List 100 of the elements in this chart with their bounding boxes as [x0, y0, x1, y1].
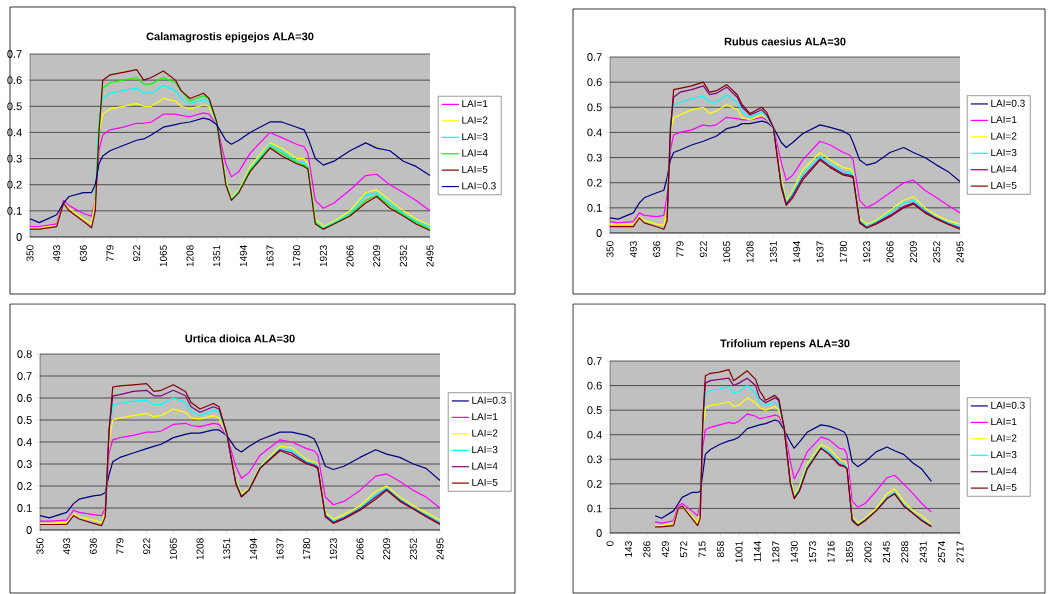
legend-label: LAI=5: [472, 478, 498, 486]
x-tick-label: 1923: [319, 245, 327, 267]
x-tick-label: 1716: [827, 541, 835, 563]
x-tick-label: 1001: [735, 541, 743, 563]
y-tick-label: 0.7: [587, 53, 602, 61]
x-tick-label: 350: [606, 241, 614, 258]
y-tick-label: 0.3: [587, 153, 602, 162]
y-tick-label: 0.4: [7, 128, 22, 137]
x-tick-label: 1351: [223, 538, 231, 560]
y-tick-label: 0.6: [587, 78, 602, 87]
x-tick-label: 2495: [956, 241, 964, 263]
x-tick-label: 2209: [383, 538, 391, 560]
x-tick-label: 1573: [809, 541, 817, 563]
x-tick-label: 779: [116, 538, 124, 554]
x-tick-label: 429: [661, 541, 669, 558]
legend-label: LAI=5: [462, 165, 488, 173]
y-tick-label: 0.5: [587, 406, 602, 415]
chart-title: Rubus caesius ALA=30: [724, 37, 846, 46]
y-tick-label: 0: [16, 233, 22, 241]
legend-label: LAI=0.3: [991, 401, 1025, 409]
legend-label: LAI=2: [991, 132, 1017, 140]
x-tick-label: 350: [26, 245, 34, 262]
x-tick-label: 1351: [213, 245, 221, 267]
x-tick-label: 1351: [769, 241, 777, 263]
x-tick-label: 1065: [723, 241, 731, 263]
x-tick-label: 350: [36, 538, 44, 555]
x-tick-label: 779: [106, 245, 114, 261]
chart-title: Urtica dioica ALA=30: [185, 334, 295, 343]
legend-label: LAI=4: [472, 462, 498, 470]
x-tick-label: 2066: [356, 538, 364, 560]
x-tick-label: 2717: [956, 541, 964, 563]
x-tick-label: 2288: [901, 541, 909, 563]
x-tick-label: 1637: [276, 538, 284, 560]
x-tick-label: 636: [653, 241, 661, 257]
y-tick-label: 0.3: [587, 455, 602, 464]
x-tick-label: 1065: [169, 538, 177, 560]
y-tick-label: 0.4: [17, 438, 32, 446]
x-tick-label: 2352: [409, 538, 417, 560]
x-tick-label: 572: [680, 541, 688, 558]
x-tick-label: 2066: [346, 245, 354, 267]
x-tick-label: 715: [698, 541, 706, 557]
x-tick-label: 2495: [436, 538, 444, 560]
legend-label: LAI=1: [462, 100, 488, 108]
y-tick-label: 0.7: [17, 372, 32, 380]
x-tick-label: 636: [79, 245, 87, 261]
x-tick-label: 1923: [863, 241, 871, 263]
y-tick-label: 0.5: [17, 416, 32, 424]
x-tick-label: 1494: [793, 241, 801, 263]
x-tick-label: 2002: [864, 541, 872, 563]
x-tick-label: 922: [133, 245, 141, 262]
y-tick-label: 0: [596, 529, 602, 537]
legend-label: LAI=3: [991, 149, 1017, 157]
y-tick-label: 0.6: [17, 394, 32, 402]
x-tick-label: 1780: [303, 538, 311, 560]
x-tick-label: 143: [624, 541, 632, 557]
y-tick-label: 0.1: [17, 504, 32, 512]
legend-label: LAI=4: [462, 149, 488, 157]
y-tick-label: 0.6: [587, 381, 602, 390]
y-tick-label: 0.7: [587, 357, 602, 365]
y-tick-label: 0.3: [7, 154, 22, 163]
x-tick-label: 1859: [845, 541, 854, 563]
legend-label: LAI=2: [991, 434, 1017, 442]
y-tick-label: 0.2: [7, 180, 22, 189]
y-tick-label: 0.5: [587, 103, 602, 112]
x-tick-label: 1208: [746, 241, 754, 263]
x-tick-label: 858: [717, 541, 725, 558]
x-tick-label: 493: [53, 245, 61, 262]
x-tick-label: 286: [643, 541, 651, 557]
x-tick-label: 1923: [329, 538, 337, 560]
chart-title: Trifolium repens ALA=30: [720, 339, 850, 350]
x-tick-label: 2209: [909, 241, 917, 263]
legend-label: LAI=1: [472, 413, 498, 421]
x-tick-label: 493: [63, 538, 71, 555]
legend-label: LAI=0.3: [991, 99, 1025, 107]
y-tick-label: 0.2: [17, 482, 32, 490]
legend-label: LAI=4: [991, 165, 1017, 173]
line-series: [29, 69, 431, 232]
legend-label: LAI=4: [991, 467, 1017, 475]
x-tick-label: 1144: [753, 541, 761, 562]
y-tick-label: 0.6: [7, 76, 22, 85]
y-tick-label: 0.2: [587, 178, 602, 187]
x-tick-label: 1065: [159, 245, 167, 267]
x-tick-label: 0: [606, 541, 614, 546]
legend-label: LAI=5: [991, 483, 1017, 491]
y-tick-label: 0.4: [587, 430, 602, 439]
x-tick-label: 493: [629, 241, 637, 258]
x-tick-label: 2145: [882, 541, 890, 563]
x-tick-label: 2495: [426, 245, 434, 267]
y-tick-label: 0.3: [17, 460, 32, 468]
y-tick-label: 0.2: [587, 479, 602, 488]
y-tick-label: 0.7: [7, 50, 22, 58]
x-tick-label: 1637: [266, 245, 274, 267]
legend-label: LAI=3: [472, 446, 498, 454]
x-tick-label: 1637: [816, 241, 824, 263]
y-tick-label: 0.5: [7, 102, 22, 111]
y-tick-label: 0.8: [17, 350, 32, 358]
x-tick-label: 922: [699, 241, 707, 258]
y-tick-label: 0: [596, 229, 602, 237]
x-tick-label: 1208: [196, 538, 204, 560]
x-tick-label: 1780: [293, 245, 301, 267]
